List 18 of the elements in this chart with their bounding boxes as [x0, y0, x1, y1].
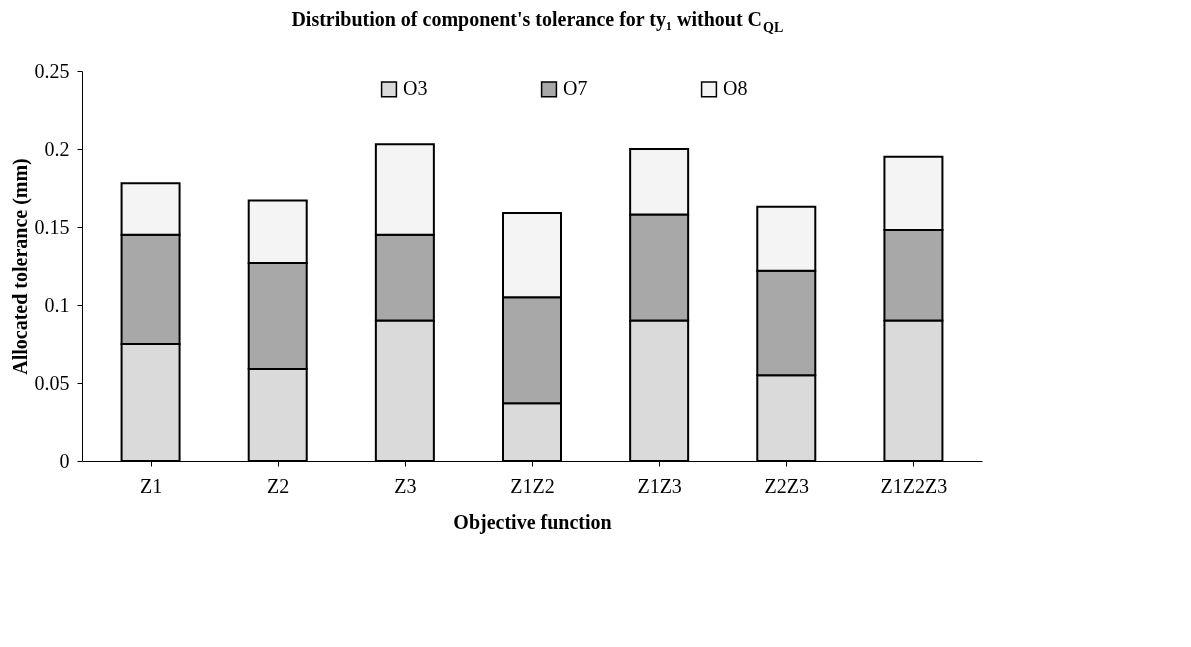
x-axis-title: Objective function	[453, 510, 612, 534]
y-tick-label: 0.05	[34, 371, 70, 394]
x-tick-label: Z1Z2Z3	[880, 474, 948, 497]
y-axis-title: Allocated tolerance (mm)	[8, 158, 32, 375]
x-tick-label: Z2Z3	[764, 474, 809, 497]
legend-label: O7	[563, 77, 588, 100]
y-tick-label: 0.25	[34, 59, 70, 82]
x-tick-label: Z1Z2	[510, 474, 555, 497]
x-tick-label: Z2	[267, 474, 290, 497]
x-tick-label: Z1	[139, 474, 163, 497]
legend-label: O3	[403, 77, 428, 100]
x-tick-label: Z3	[394, 474, 417, 497]
y-tick-label: 0.2	[44, 137, 70, 160]
legend-label: O8	[723, 77, 748, 100]
x-tick-label: Z1Z3	[637, 474, 682, 497]
y-tick-label: 0	[59, 449, 70, 472]
y-tick-label: 0.1	[44, 293, 70, 316]
y-tick-label: 0.15	[34, 215, 70, 238]
